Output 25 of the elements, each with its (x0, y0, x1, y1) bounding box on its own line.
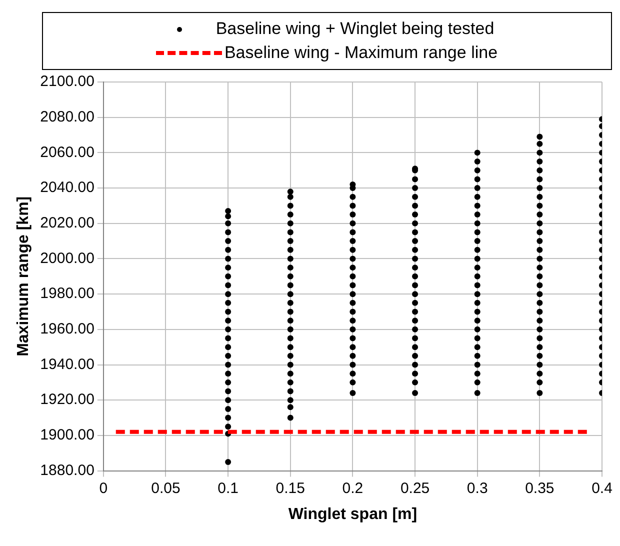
x-tick-label: 0.4 (592, 480, 612, 497)
x-tick-label: 0.05 (151, 480, 180, 497)
y-axis-title: Maximum range [km] (15, 196, 32, 356)
x-tick-label: 0.3 (466, 480, 488, 497)
x-tick-label: 0.35 (525, 480, 554, 497)
y-tick-label: 1920.00 (40, 391, 94, 408)
y-tick-label: 2100.00 (40, 73, 94, 90)
x-axis-title: Winglet span [m] (288, 506, 418, 523)
y-tick-label: 2020.00 (40, 214, 94, 232)
y-tick-label: 1960.00 (40, 320, 94, 338)
y-tick-label: 2040.00 (40, 179, 94, 196)
x-tick-label: 0.25 (400, 480, 430, 497)
y-tick-label: 2060.00 (40, 144, 94, 161)
x-tick-label: 0.1 (218, 480, 238, 497)
y-tick-label: 1880.00 (40, 462, 94, 479)
x-tick-label: 0.2 (342, 480, 364, 497)
legend-label: Baseline wing - Maximum range line (224, 42, 498, 64)
y-tick-label: 1980.00 (40, 285, 94, 302)
y-tick-label: 2080.00 (40, 108, 94, 126)
y-tick-label: 1940.00 (40, 356, 94, 373)
x-tick-label: 0.15 (276, 480, 305, 497)
legend-label: Baseline wing + Winglet being tested (216, 18, 494, 40)
y-tick-label: 1900.00 (40, 426, 94, 444)
x-tick-label: 0 (99, 480, 108, 497)
y-tick-label: 2000.00 (40, 250, 94, 267)
